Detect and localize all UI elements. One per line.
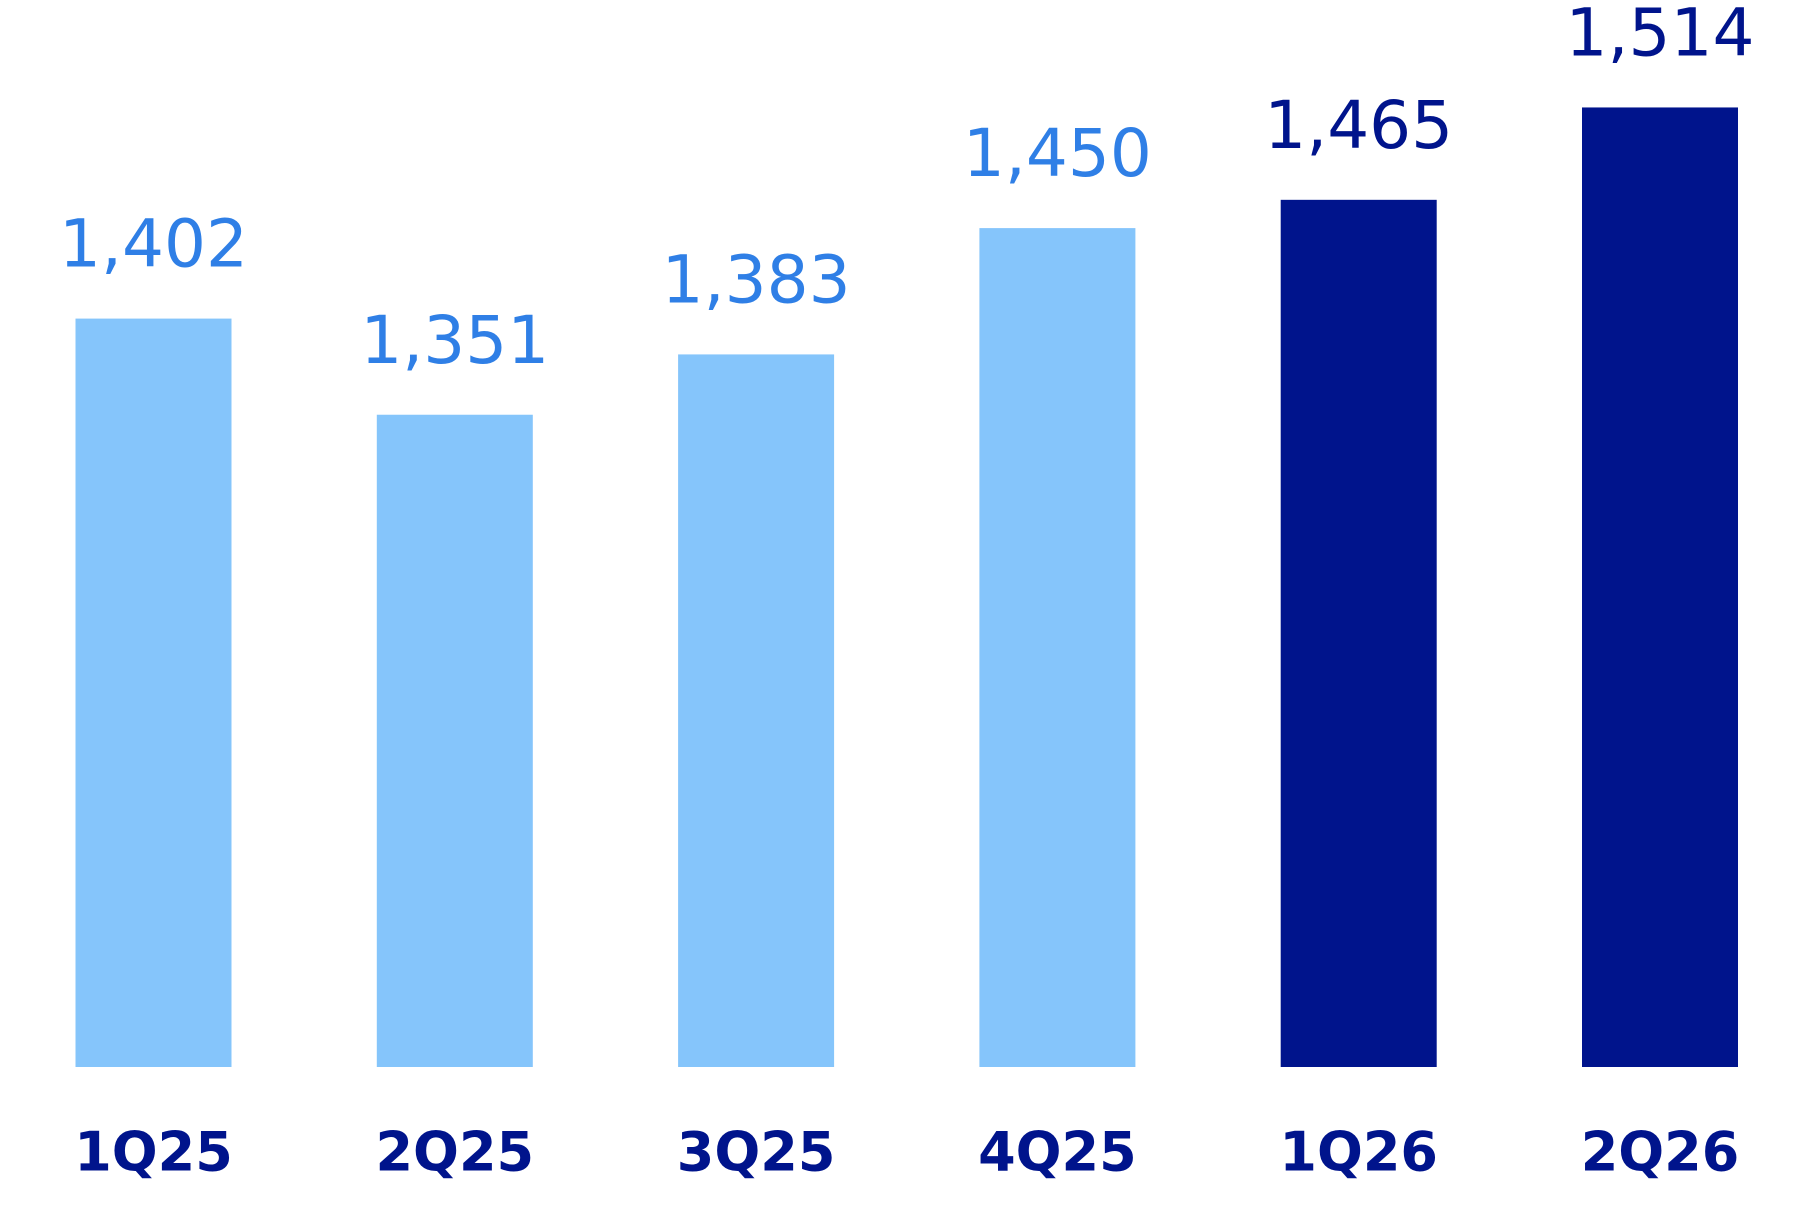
- bar: [1582, 107, 1738, 1068]
- bar: [75, 318, 232, 1067]
- bar: [979, 228, 1136, 1067]
- value-label: 1,383: [662, 241, 851, 318]
- x-tick-label: 1Q25: [74, 1121, 233, 1184]
- x-tick-label: 2Q26: [1581, 1121, 1740, 1184]
- x-tick-label: 3Q25: [677, 1121, 836, 1184]
- bar: [1280, 199, 1437, 1068]
- value-label: 1,514: [1566, 0, 1755, 72]
- x-tick-label: 4Q25: [978, 1121, 1137, 1184]
- value-label: 1,465: [1264, 87, 1453, 164]
- x-tick-label: 1Q26: [1279, 1121, 1438, 1184]
- value-label: 1,402: [59, 206, 248, 283]
- value-label: 1,450: [963, 115, 1152, 192]
- bar: [678, 354, 835, 1067]
- x-tick-label: 2Q25: [375, 1121, 534, 1184]
- bar: [376, 414, 533, 1067]
- value-label: 1,351: [360, 302, 549, 379]
